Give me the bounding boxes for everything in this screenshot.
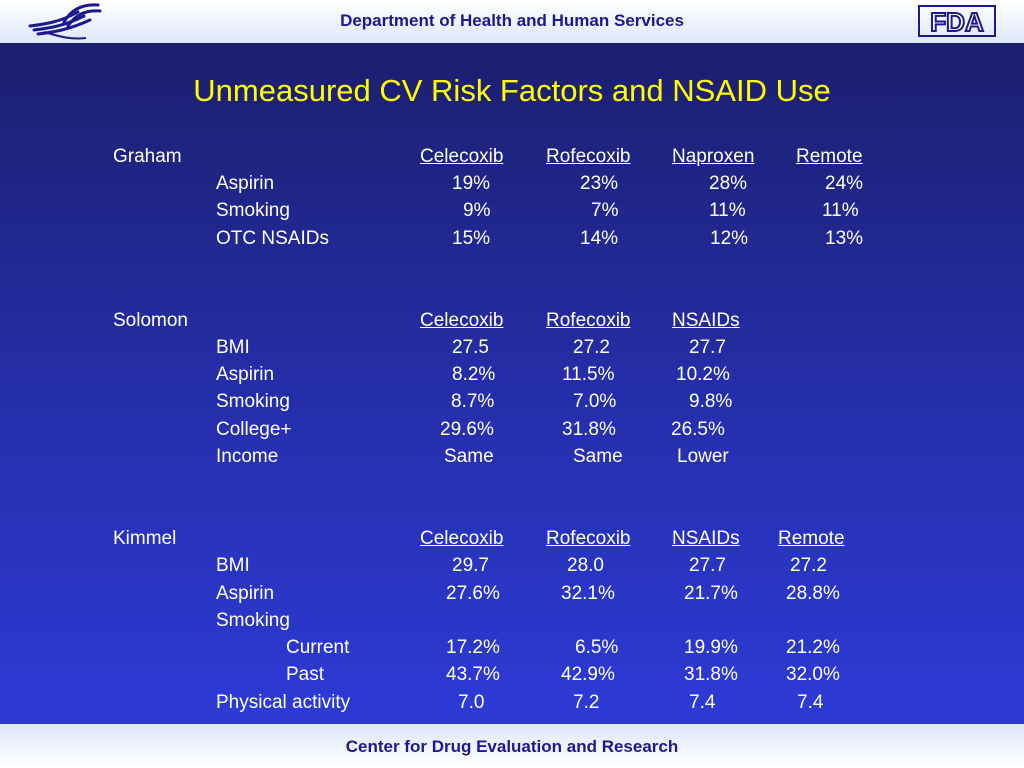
study-name-kimmel: Kimmel <box>113 528 177 549</box>
solomon-cell: 29.6% <box>440 419 494 440</box>
fda-logo: FDA <box>918 5 996 37</box>
kimmel-row-label: Smoking <box>216 610 290 631</box>
solomon-col-nsaids: NSAIDs <box>672 310 740 331</box>
graham-cell: 28% <box>709 173 748 194</box>
fda-logo-text: FDA <box>930 7 984 37</box>
graham-row-label: OTC NSAIDs <box>216 228 329 249</box>
solomon-cell: 8.2% <box>452 364 496 385</box>
solomon-cell: 9.8% <box>689 391 733 412</box>
kimmel-cell: 27.6% <box>446 583 500 604</box>
header-bar: Department of Health and Human Services … <box>0 0 1024 43</box>
solomon-cell: 27.2 <box>573 337 610 358</box>
graham-cell: 24% <box>825 173 864 194</box>
kimmel-col-nsaids: NSAIDs <box>672 528 740 549</box>
study-name-solomon: Solomon <box>113 310 188 331</box>
graham-col-naproxen: Naproxen <box>672 146 755 167</box>
kimmel-cell: 19.9% <box>684 637 738 658</box>
solomon-cell: Lower <box>677 446 729 467</box>
kimmel-col-remote: Remote <box>778 528 845 549</box>
kimmel-cell: 17.2% <box>446 637 500 658</box>
graham-row-label: Smoking <box>216 200 290 221</box>
slide-body <box>0 43 1024 724</box>
solomon-col-celecoxib: Celecoxib <box>420 310 504 331</box>
kimmel-cell: 7.4 <box>689 692 716 713</box>
kimmel-cell: 43.7% <box>446 664 500 685</box>
graham-cell: 23% <box>580 173 619 194</box>
solomon-cell: 11.5% <box>562 364 615 385</box>
graham-cell: 14% <box>580 228 619 249</box>
kimmel-cell: 32.1% <box>561 583 615 604</box>
solomon-cell: 8.7% <box>451 391 495 412</box>
graham-cell: 11% <box>822 200 859 221</box>
solomon-row-label: BMI <box>216 337 250 358</box>
hhs-eagle-logo <box>28 3 102 40</box>
graham-col-remote: Remote <box>796 146 863 167</box>
slide-title: Unmeasured CV Risk Factors and NSAID Use <box>193 73 831 108</box>
kimmel-cell: 21.7% <box>684 583 738 604</box>
graham-cell: 7% <box>591 200 619 221</box>
graham-col-rofecoxib: Rofecoxib <box>546 146 631 167</box>
solomon-row-label: Income <box>216 446 279 467</box>
graham-cell: 12% <box>710 228 749 249</box>
kimmel-cell: 7.0 <box>458 692 485 713</box>
kimmel-cell: 7.2 <box>573 692 600 713</box>
solomon-row-label: Aspirin <box>216 364 275 385</box>
kimmel-cell: 21.2% <box>786 637 840 658</box>
kimmel-cell: 6.5% <box>575 637 619 658</box>
solomon-cell: 26.5% <box>671 419 725 440</box>
kimmel-cell: 31.8% <box>684 664 738 685</box>
solomon-cell: 7.0% <box>573 391 617 412</box>
graham-cell: 11% <box>709 200 746 221</box>
kimmel-cell: 27.7 <box>689 555 726 576</box>
solomon-cell: Same <box>444 446 494 467</box>
kimmel-sub-row-label: Past <box>286 664 325 685</box>
graham-cell: 9% <box>463 200 491 221</box>
study-name-graham: Graham <box>113 146 182 167</box>
solomon-cell: 31.8% <box>562 419 616 440</box>
kimmel-cell: 29.7 <box>452 555 489 576</box>
footer-text: Center for Drug Evaluation and Research <box>345 737 679 756</box>
graham-col-celecoxib: Celecoxib <box>420 146 504 167</box>
kimmel-col-celecoxib: Celecoxib <box>420 528 504 549</box>
graham-cell: 13% <box>825 228 864 249</box>
solomon-cell: 10.2% <box>676 364 730 385</box>
kimmel-cell: 32.0% <box>786 664 840 685</box>
graham-row-label: Aspirin <box>216 173 275 194</box>
solomon-cell: 27.7 <box>689 337 726 358</box>
solomon-row-label: Smoking <box>216 391 290 412</box>
graham-cell: 15% <box>452 228 491 249</box>
kimmel-cell: 28.0 <box>567 555 604 576</box>
header-title: Department of Health and Human Services <box>340 11 684 30</box>
kimmel-cell: 7.4 <box>797 692 824 713</box>
kimmel-sub-row-label: Current <box>286 637 350 658</box>
kimmel-row-label: Aspirin <box>216 583 275 604</box>
footer-bar: Center for Drug Evaluation and Research <box>0 724 1024 768</box>
kimmel-row-label: Physical activity <box>216 692 351 713</box>
kimmel-row-label: BMI <box>216 555 250 576</box>
graham-cell: 19% <box>452 173 491 194</box>
solomon-cell: 27.5 <box>452 337 489 358</box>
kimmel-cell: 28.8% <box>786 583 840 604</box>
solomon-cell: Same <box>573 446 623 467</box>
kimmel-col-rofecoxib: Rofecoxib <box>546 528 631 549</box>
solomon-col-rofecoxib: Rofecoxib <box>546 310 631 331</box>
kimmel-cell: 42.9% <box>561 664 615 685</box>
solomon-row-label: College+ <box>216 419 292 440</box>
kimmel-cell: 27.2 <box>790 555 827 576</box>
